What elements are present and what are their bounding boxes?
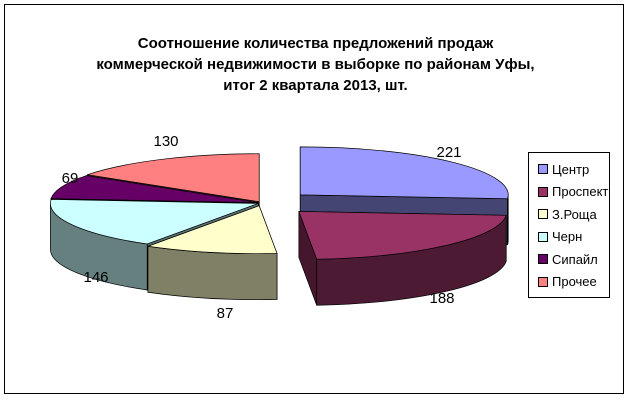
data-label: 69 bbox=[62, 170, 79, 187]
chart-title: Соотношение количества предложений прода… bbox=[96, 35, 535, 94]
legend-label: Прочее bbox=[552, 274, 597, 289]
data-label: 188 bbox=[429, 290, 454, 307]
pie-slice-top bbox=[299, 146, 509, 200]
legend-label: Центр bbox=[552, 161, 590, 177]
pie-slice-top bbox=[147, 205, 278, 255]
legend-swatch bbox=[538, 231, 548, 242]
legend-label: Черн bbox=[552, 229, 583, 244]
pie-slice-top bbox=[50, 175, 259, 204]
legend-item: З.Роща bbox=[538, 206, 597, 222]
legend-label: Проспект bbox=[552, 184, 609, 199]
legend-swatch bbox=[538, 276, 548, 287]
data-label: 146 bbox=[83, 269, 108, 286]
legend-swatch bbox=[538, 209, 548, 219]
data-label: 221 bbox=[436, 144, 461, 161]
legend-label: Сипайл bbox=[552, 251, 598, 267]
data-label: 130 bbox=[153, 133, 178, 150]
legend-swatch bbox=[538, 164, 548, 174]
legend-item: Сипайл bbox=[538, 251, 598, 267]
legend-swatch bbox=[538, 186, 548, 197]
legend-label: З.Роща bbox=[552, 206, 597, 222]
pie-slice bbox=[147, 205, 278, 301]
legend-item: Проспект bbox=[538, 184, 608, 200]
legend-item: Прочее bbox=[538, 274, 597, 290]
pie-slice bbox=[298, 211, 507, 306]
legend-item: Черн bbox=[538, 229, 582, 245]
chart-legend: Центр Проспект З.Роща Черн Сипайл Прочее bbox=[528, 152, 610, 298]
pie-slice-rim bbox=[507, 194, 509, 245]
legend-item: Центр bbox=[538, 161, 589, 177]
pie-slice-top bbox=[50, 199, 259, 245]
pie-slice-top bbox=[87, 153, 260, 203]
pie-slice-top bbox=[298, 211, 507, 260]
pie-slice-rim bbox=[147, 245, 278, 301]
data-label: 87 bbox=[217, 305, 234, 322]
legend-swatch bbox=[538, 254, 548, 264]
